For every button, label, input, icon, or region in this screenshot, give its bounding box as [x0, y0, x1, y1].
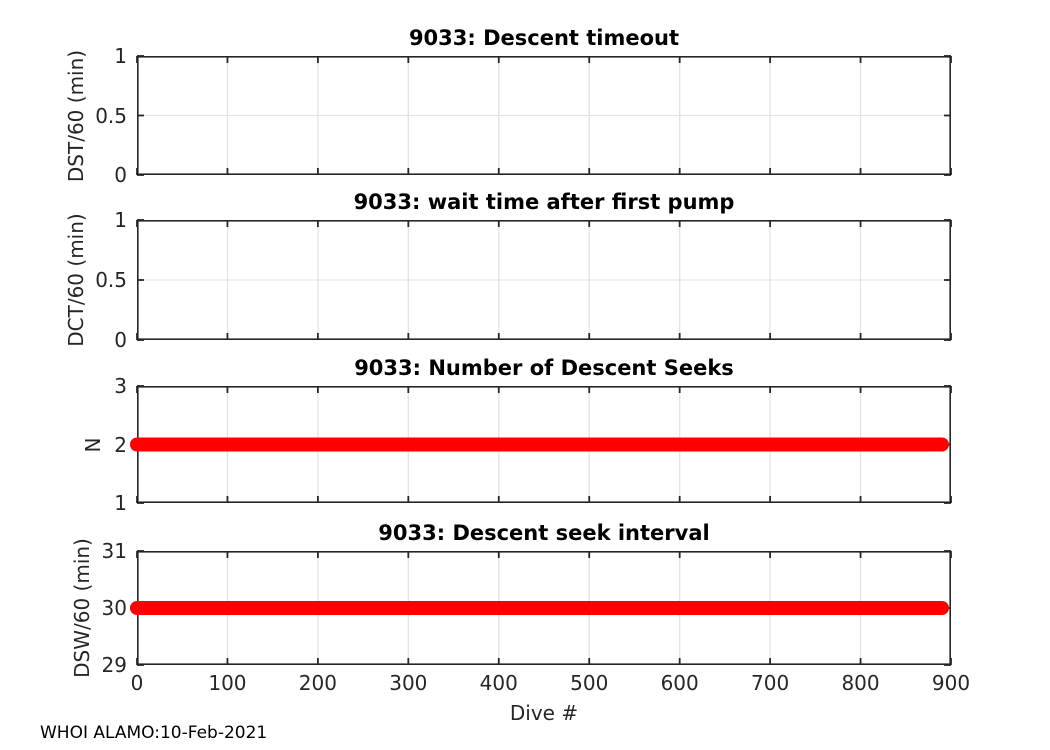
subplot-title: 9033: Number of Descent Seeks — [354, 356, 734, 380]
y-tick-label: 1 — [114, 491, 127, 515]
x-tick-label: 700 — [751, 671, 790, 695]
y-tick-label: 1 — [114, 44, 127, 68]
x-tick-label: 400 — [479, 671, 518, 695]
x-tick-label: 900 — [931, 671, 971, 695]
footer-annotation: WHOI ALAMO:10-Feb-2021 — [40, 723, 268, 743]
y-tick-label: 31 — [101, 539, 127, 563]
subplot-title: 9033: Descent seek interval — [378, 521, 710, 545]
plot-area — [130, 385, 952, 504]
subplot-title: 9033: wait time after first pump — [353, 190, 735, 214]
x-tick-label: 200 — [298, 671, 337, 695]
x-tick-label: 800 — [841, 671, 880, 695]
y-tick-label: 0 — [114, 328, 127, 352]
x-tick-label: 600 — [660, 671, 699, 695]
y-tick-label: 2 — [114, 432, 127, 457]
plot-area — [136, 55, 952, 176]
y-tick-label: 29 — [101, 653, 127, 677]
y-tick-label: 0 — [114, 163, 127, 187]
plot-area — [136, 219, 952, 341]
x-tick-label: 300 — [389, 671, 428, 695]
x-tick-label: 100 — [208, 671, 247, 695]
y-tick-label: 30 — [101, 596, 127, 620]
y-tick-label: 1 — [114, 208, 127, 232]
subplot-title: 9033: Descent timeout — [408, 26, 680, 50]
y-axis-label: DSW/60 (min) — [70, 538, 94, 678]
x-tick-label: 0 — [130, 671, 144, 695]
plot-area — [130, 550, 952, 666]
y-tick-label: 0.5 — [95, 103, 127, 128]
x-axis-label: Dive # — [509, 701, 579, 725]
y-tick-label: 3 — [114, 374, 127, 398]
x-tick-label: 500 — [570, 671, 609, 695]
y-tick-label: 0.5 — [95, 268, 127, 292]
